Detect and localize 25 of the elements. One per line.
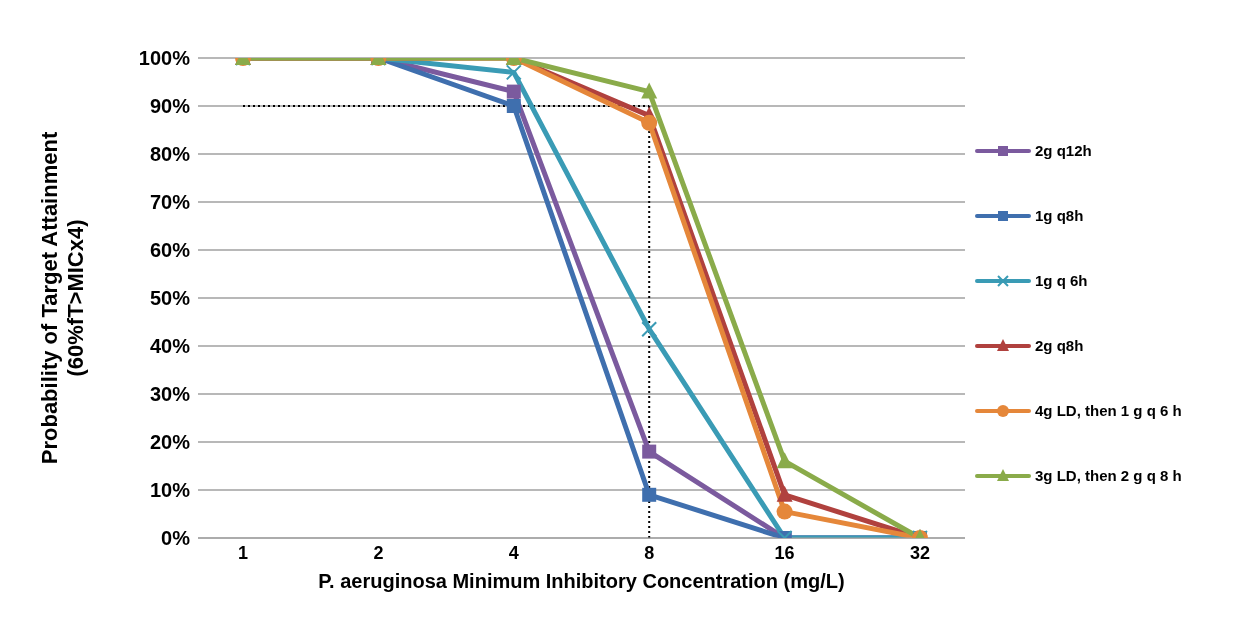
y-tick-label: 10% [149, 479, 191, 502]
x-tick-label: 16 [774, 542, 795, 563]
y-tick-label: 60% [149, 239, 191, 262]
legend-label: 4g LD, then 1 g q 6 h [1035, 402, 1182, 419]
x-tick-label: 1 [237, 542, 249, 563]
legend-label: 2g q12h [1035, 142, 1092, 159]
legend-label: 3g LD, then 2 g q 8 h [1035, 467, 1182, 484]
y-tick-label: 70% [149, 191, 191, 214]
y-axis-title: Probability of Target Attainment (60%fT>MICx4) [37, 131, 88, 465]
legend-label: 2g q8h [1035, 337, 1084, 354]
x-tick-label: 32 [909, 542, 931, 563]
y-tick-label: 90% [149, 95, 191, 118]
y-tick-label: 0% [161, 527, 191, 550]
legend-label: 1g q8h [1035, 207, 1084, 224]
y-tick-label: 20% [149, 431, 191, 454]
y-tick-label: 40% [149, 335, 191, 358]
x-tick-label: 2 [373, 542, 384, 563]
y-tick-label: 50% [149, 287, 191, 310]
y-tick-label: 30% [149, 383, 191, 406]
x-tick-label: 4 [508, 542, 519, 563]
y-tick-label: 80% [149, 143, 191, 166]
x-tick-label: 8 [644, 542, 655, 563]
x-axis-title: P. aeruginosa Minimum Inhibitory Concentration (mg/L) [318, 570, 845, 592]
y-tick-label: 100% [138, 47, 191, 70]
legend-label: 1g q 6h [1035, 272, 1088, 289]
